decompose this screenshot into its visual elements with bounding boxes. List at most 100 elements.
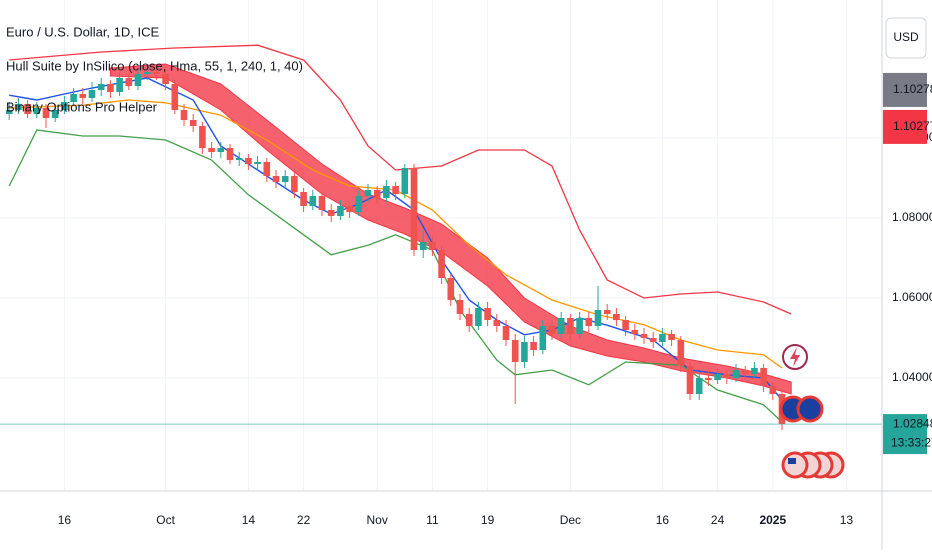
x-tick-label: Dec [560,513,581,527]
candle-body [180,110,188,120]
candle-body [355,196,363,212]
candle-body [116,78,123,92]
candle-body [217,148,225,152]
candle-body [327,210,335,216]
candle-body [677,340,685,366]
x-tick-label: 14 [242,513,256,527]
indicator-price-label: 1.10278 [893,82,932,96]
candle-body [429,242,436,250]
us-flag-icon[interactable] [781,451,809,479]
candle-body [741,370,749,374]
candle-body [235,158,243,160]
x-tick-label: 2025 [759,513,786,527]
candle-body [70,94,77,102]
candle-body [263,162,271,176]
candle-body [61,102,68,110]
candle-body [5,110,13,114]
currency-button[interactable] [885,17,927,59]
candle-body [208,148,215,152]
candle-body [346,206,353,212]
candle-body [373,190,381,198]
candle-body [640,334,648,338]
indicator-price-tag [883,109,927,144]
candle-body [723,374,731,378]
candle-body [438,250,445,278]
candle-body [134,74,142,86]
candle-body [613,314,620,320]
candle-body [392,186,399,194]
candle-body [548,326,556,334]
x-tick-label: 24 [711,513,725,527]
plot-area [0,44,882,430]
y-tick-label: 1.06000 [892,290,932,304]
candle-body [153,72,160,74]
candle-body [189,120,197,126]
candle-body [272,176,280,182]
candle-body [383,186,390,198]
candle-body [465,314,473,326]
candle-body [51,110,59,118]
candle-body [162,74,169,84]
candle-body [484,308,491,320]
x-tick-label: 16 [58,513,72,527]
candle-body [502,326,510,340]
candle-body [732,370,740,378]
candle-body [24,104,31,114]
candle-body [539,326,547,350]
candle-body [107,84,114,92]
candle-body [337,206,344,216]
countdown-label: 13:33:27 [891,435,932,449]
candle-body [309,196,317,206]
x-tick-label: Oct [156,513,175,527]
candle-body [88,90,96,98]
last-price-tag [883,414,927,455]
chart-title: Euro / U.S. Dollar, 1D, ICE [6,24,159,39]
candle-body [300,192,307,206]
candle-body [686,366,694,394]
candle-body [401,168,409,194]
candle-body [291,176,298,192]
x-tick-label: 19 [481,513,495,527]
candle-body [125,78,133,86]
x-tick-label: 13 [840,513,854,527]
last-price-label: 1.02848 [893,416,932,430]
candle-body [42,108,50,118]
indicator-line [9,44,792,315]
y-tick-label: 1.04000 [892,370,932,384]
candle-body [622,320,629,330]
candle-body [419,242,427,250]
x-tick-label: 11 [426,513,439,527]
currency[interactable]: USD [893,30,919,44]
candle-body [226,148,234,160]
x-tick-label: 16 [656,513,670,527]
indicator-legend: Hull Suite by InSilico (close, Hma, 55, … [6,58,303,73]
candle-body [143,72,151,74]
candle-body [410,168,418,250]
candle-body [594,310,602,326]
candle-body [364,190,372,196]
candle-body [171,84,179,110]
x-tick-label: Nov [367,513,388,527]
candle-body [714,374,721,380]
candle-body [456,300,464,314]
candle-body [15,104,22,110]
candle-body [695,378,703,394]
candle-body [447,278,455,300]
candle-body [567,318,574,334]
candle-body [649,338,657,342]
candle-body [603,310,611,314]
candle-body [493,320,501,326]
candle-body [585,318,593,326]
indicator-price-label: 1.10277 [893,119,932,133]
indicator-legend: Binary Options Pro Helper [6,99,158,114]
indicator-price-tag [883,72,927,107]
candle-body [511,340,519,362]
eu-flag-icon[interactable] [796,395,824,423]
candle-body [254,162,261,164]
candle-body [705,378,712,380]
candle-body [318,196,326,210]
candle-body [521,342,528,362]
y-tick-label: 1.08000 [892,210,932,224]
candle-body [659,334,666,342]
